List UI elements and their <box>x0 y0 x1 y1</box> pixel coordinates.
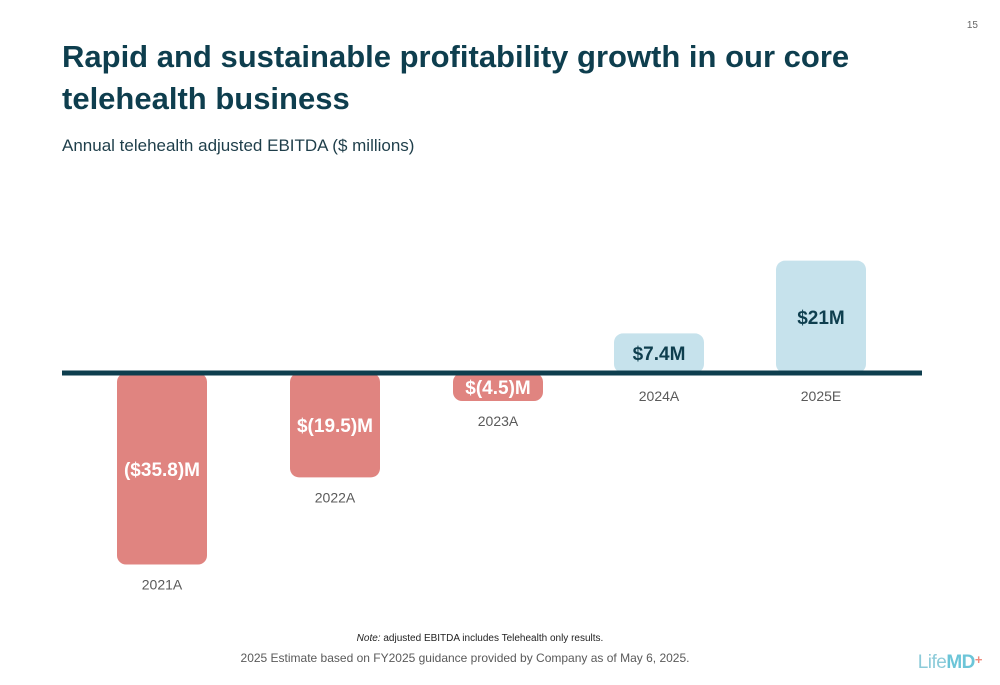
footer-note-prefix: Note: <box>356 633 381 644</box>
bar-value-label: $21M <box>797 308 845 329</box>
footer-note: Note: adjusted EBITDA includes Telehealt… <box>0 633 960 644</box>
page-number: 15 <box>966 20 978 31</box>
category-label: 2021A <box>142 577 183 593</box>
bar-value-label: ($35.8)M <box>124 460 200 481</box>
category-label: 2022A <box>315 489 356 505</box>
footer-note-text: adjusted EBITDA includes Telehealth only… <box>380 633 604 644</box>
logo-plus: + <box>974 652 983 667</box>
bar-2024A <box>614 333 704 373</box>
bar-2021A <box>117 373 207 565</box>
lifemd-logo: LifeMD+ <box>917 652 983 674</box>
category-label: 2024A <box>639 388 680 404</box>
chart-subtitle: Annual telehealth adjusted EBITDA ($ mil… <box>62 136 415 155</box>
bar-2025E <box>776 260 866 373</box>
bar-2023A <box>453 373 543 401</box>
bar-value-label: $(19.5)M <box>297 416 373 437</box>
bar-value-label: $7.4M <box>633 344 686 365</box>
logo-life: Life <box>917 652 947 673</box>
bar-value-label: $(4.5)M <box>465 378 530 399</box>
category-label: 2025E <box>801 388 841 404</box>
slide-title: Rapid and sustainable profitability grow… <box>62 39 850 116</box>
footer-estimate: 2025 Estimate based on FY2025 guidance p… <box>240 651 690 665</box>
logo-md: MD <box>946 652 975 673</box>
category-label: 2023A <box>478 413 519 429</box>
bar-2022A <box>290 373 380 478</box>
